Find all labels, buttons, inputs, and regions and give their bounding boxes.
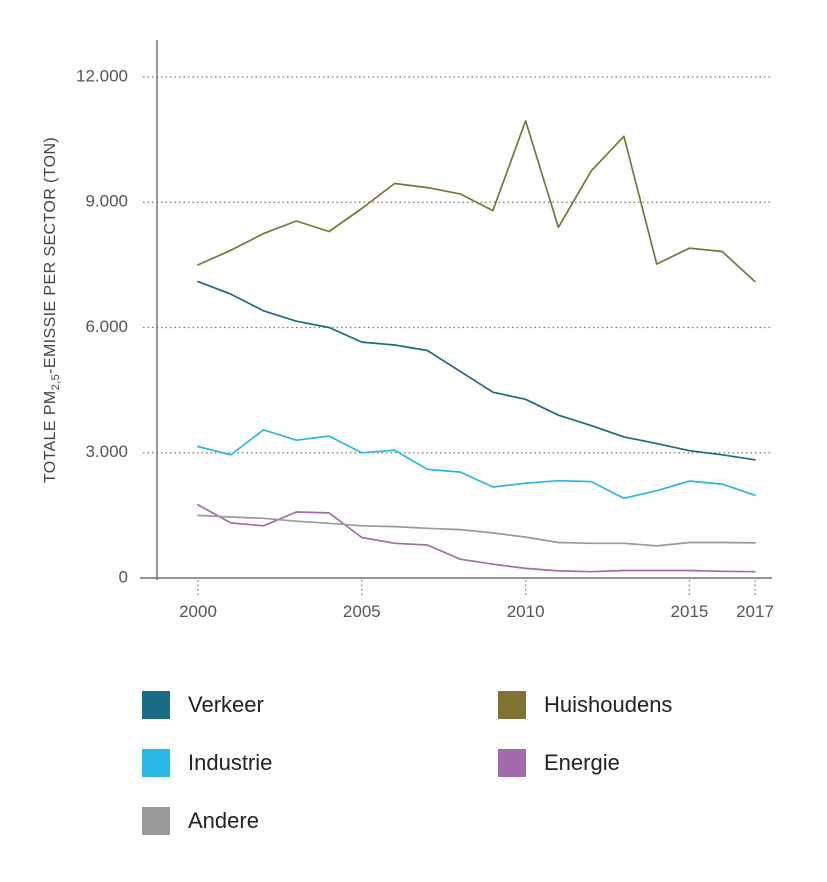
x-tick-label: 2005 (343, 602, 381, 621)
y-axis-label: TOTALE PM2,5-EMISSIE PER SECTOR (TON) (42, 137, 62, 483)
series-line-verkeer (197, 280, 756, 461)
gridlines (143, 76, 772, 596)
series-line-andere (197, 514, 756, 547)
series-line-industrie (197, 428, 756, 500)
series-line-energie (197, 504, 756, 573)
y-tick-label: 0 (119, 567, 128, 586)
series-lines (197, 119, 756, 573)
axes (140, 40, 772, 580)
y-tick-labels: 0 3.000 6.000 9.000 12.000 (76, 66, 128, 586)
x-tick-label: 2017 (736, 602, 774, 621)
x-tick-labels: 2000 2005 2010 2015 2017 (179, 602, 774, 621)
x-tick-label: 2000 (179, 602, 217, 621)
y-tick-label: 12.000 (76, 66, 128, 85)
y-tick-label: 6.000 (85, 317, 128, 336)
x-tick-label: 2015 (671, 602, 709, 621)
x-tick-label: 2010 (507, 602, 545, 621)
y-tick-label: 9.000 (85, 192, 128, 211)
y-tick-label: 3.000 (85, 442, 128, 461)
series-line-huishoudens (197, 119, 756, 283)
